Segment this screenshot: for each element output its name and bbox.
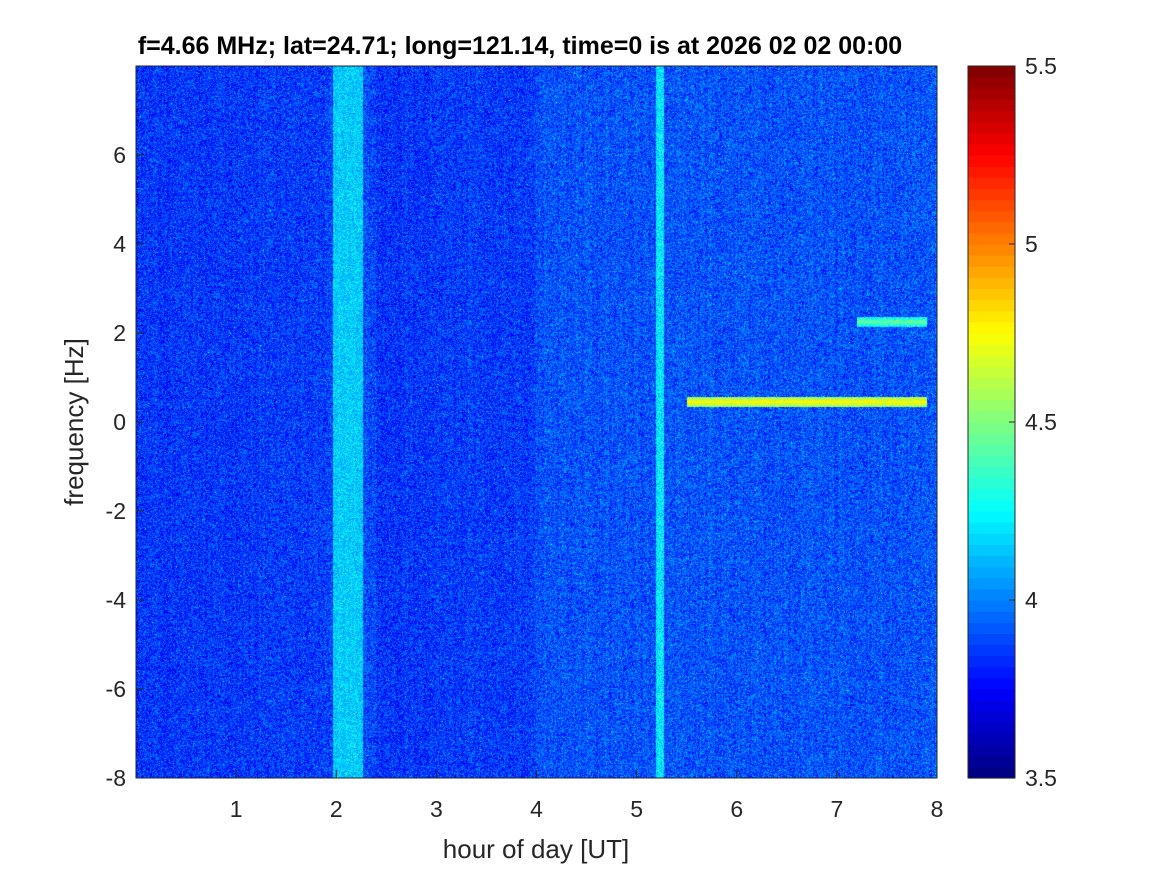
x-tick-label: 7 (830, 796, 843, 822)
colorbar-segment (968, 711, 1015, 723)
colorbar-segment (968, 166, 1015, 178)
colorbar-segment (968, 689, 1015, 701)
colorbar-segment (968, 188, 1015, 201)
y-tick-label: -2 (106, 498, 126, 524)
colorbar-segment (968, 244, 1015, 256)
plot-area (135, 65, 938, 779)
colorbar-segment (968, 366, 1015, 379)
chart-title: f=4.66 MHz; lat=24.71; long=121.14, time… (138, 32, 902, 60)
y-axis-ticks: -8 -6 -4 -2 0 2 4 6 (106, 142, 144, 791)
y-tick-label: 4 (113, 231, 126, 257)
colorbar-segment (968, 132, 1015, 145)
colorbar-segment (968, 433, 1015, 445)
colorbar-segment (968, 88, 1015, 100)
colorbar-segment (968, 744, 1015, 757)
colorbar-segment (968, 199, 1015, 212)
colorbar-segment (968, 577, 1015, 590)
y-tick-label: -8 (106, 765, 126, 791)
colorbar-segment (968, 266, 1015, 278)
colorbar-segment (968, 755, 1015, 768)
colorbar-segment (968, 722, 1015, 735)
colorbar-segment (968, 544, 1015, 557)
colorbar-segment (968, 66, 1015, 78)
colorbar-segment (968, 399, 1015, 412)
colorbar-segment (968, 477, 1015, 490)
colorbar-tick-label: 4.5 (1025, 409, 1057, 435)
colorbar-tick-label: 5 (1025, 231, 1038, 257)
colorbar-segment (968, 377, 1015, 390)
x-tick-label: 2 (330, 796, 343, 822)
colorbar-segment (968, 677, 1015, 690)
colorbar-segment (968, 155, 1015, 167)
colorbar-segment (968, 611, 1015, 623)
colorbar-segment (968, 143, 1015, 156)
colorbar-segment (968, 255, 1015, 267)
colorbar-segment (968, 388, 1015, 401)
x-tick-label: 8 (931, 796, 944, 822)
colorbar-segment (968, 633, 1015, 646)
colorbar-segment (968, 666, 1015, 679)
colorbar-segment (968, 444, 1015, 456)
colorbar-segment (968, 622, 1015, 634)
colorbar-tick-label: 5.5 (1025, 53, 1057, 79)
heatmap-image (136, 66, 937, 778)
colorbar-segment (968, 700, 1015, 712)
colorbar-segment (968, 288, 1015, 301)
y-tick-label: 6 (113, 142, 126, 168)
colorbar-gradient (968, 66, 1015, 779)
colorbar-segment (968, 455, 1015, 468)
colorbar-segment (968, 333, 1015, 345)
x-tick-label: 5 (630, 796, 643, 822)
colorbar-segment (968, 488, 1015, 501)
x-axis-label: hour of day [UT] (443, 834, 629, 864)
broadband-band-mark (655, 66, 664, 778)
colorbar-segment (968, 232, 1015, 245)
colorbar-segment (968, 410, 1015, 423)
colorbar-segment (968, 344, 1015, 356)
colorbar-segment (968, 733, 1015, 746)
colorbar-segment (968, 310, 1015, 323)
colorbar-segment (968, 77, 1015, 89)
colorbar-segment (968, 99, 1015, 112)
broadband-band-mark (333, 66, 364, 778)
colorbar-segment (968, 522, 1015, 534)
colorbar-segment (968, 321, 1015, 334)
feature-marks (333, 66, 927, 778)
colorbar-segment (968, 177, 1015, 189)
colorbar-segment (968, 555, 1015, 568)
colorbar-segment (968, 355, 1015, 367)
x-tick-label: 4 (530, 796, 543, 822)
colorbar-segment (968, 655, 1015, 668)
colorbar-segment (968, 422, 1015, 434)
colorbar-segment (968, 766, 1015, 779)
colorbar-segment (968, 499, 1015, 512)
x-tick-label: 1 (230, 796, 243, 822)
colorbar-segment (968, 600, 1015, 612)
colorbar-segment (968, 299, 1015, 312)
colorbar: 3.5 4 4.5 5 5.5 (967, 53, 1057, 791)
colorbar-tick-label: 3.5 (1025, 765, 1057, 791)
colorbar-segment (968, 533, 1015, 545)
colorbar-segment (968, 110, 1015, 123)
colorbar-ticks: 3.5 4 4.5 5 5.5 (1009, 53, 1057, 791)
colorbar-tick-label: 4 (1025, 587, 1038, 613)
colorbar-segment (968, 644, 1015, 657)
colorbar-segment (968, 121, 1015, 134)
colorbar-segment (968, 466, 1015, 479)
x-tick-label: 3 (430, 796, 443, 822)
y-tick-label: -6 (106, 676, 126, 702)
colorbar-segment (968, 588, 1015, 601)
x-tick-label: 6 (730, 796, 743, 822)
y-tick-label: -4 (106, 587, 127, 613)
y-tick-label: 0 (113, 409, 126, 435)
colorbar-segment (968, 566, 1015, 579)
colorbar-segment (968, 511, 1015, 523)
y-axis-label: frequency [Hz] (59, 338, 89, 506)
colorbar-segment (968, 210, 1015, 223)
y-tick-label: 2 (113, 320, 126, 346)
colorbar-segment (968, 221, 1015, 234)
colorbar-segment (968, 277, 1015, 290)
x-axis-ticks: 1 2 3 4 5 6 7 8 (230, 770, 944, 822)
